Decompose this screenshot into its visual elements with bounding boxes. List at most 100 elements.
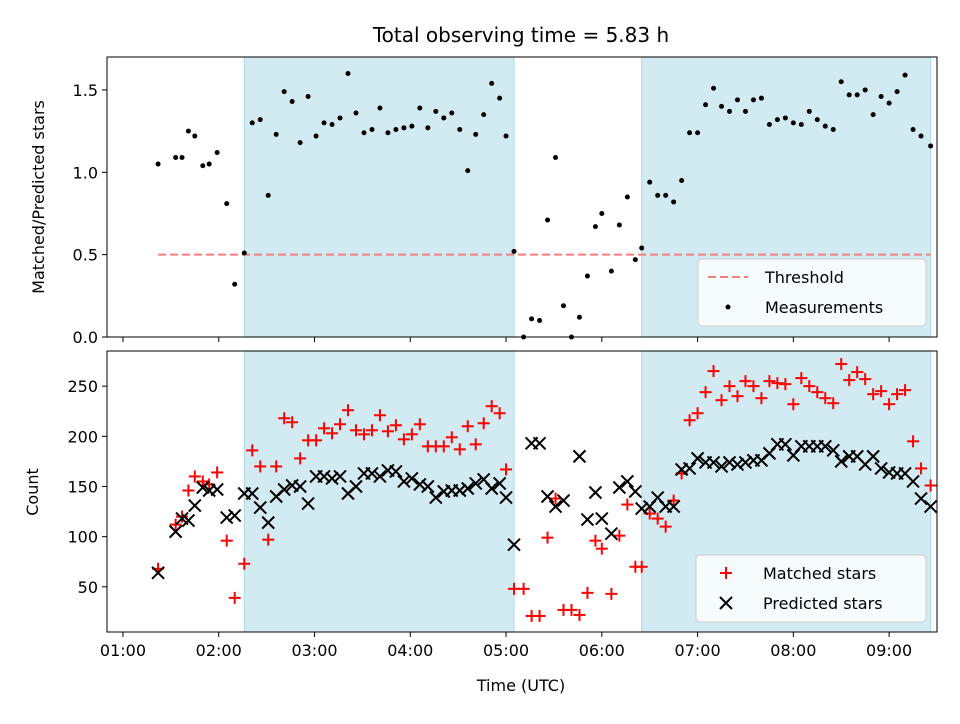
measurement-point xyxy=(862,87,868,93)
matched-star-point xyxy=(188,470,201,483)
measurement-point xyxy=(687,130,693,136)
chart-title: Total observing time = 5.83 h xyxy=(372,23,669,47)
matched-star-point xyxy=(500,463,513,476)
matched-star-point xyxy=(350,424,362,437)
bottom-shaded-regions xyxy=(243,350,932,633)
top-plot-marks xyxy=(155,70,934,340)
measurement-point xyxy=(902,72,908,78)
measurement-point xyxy=(695,130,701,136)
matched-star-point xyxy=(731,390,744,403)
legend-measurements-swatch xyxy=(725,304,731,310)
y-tick-label: 0.0 xyxy=(73,328,98,347)
predicted-star-point xyxy=(834,454,848,469)
top-y-axis: 0.0 0.5 1.0 1.5 xyxy=(73,81,107,347)
legend-matched-swatch xyxy=(720,567,732,579)
matched-star-point xyxy=(771,377,784,390)
predicted-star-point xyxy=(253,500,267,515)
measurement-point xyxy=(742,108,748,114)
measurement-point xyxy=(206,161,212,167)
matched-star-point xyxy=(342,404,355,417)
x-tick-label: 09:00 xyxy=(866,641,912,660)
matched-star-point xyxy=(541,531,554,544)
predicted-star-point xyxy=(866,449,880,464)
measurement-point xyxy=(489,80,495,86)
measurement-point xyxy=(671,199,677,205)
predicted-star-point xyxy=(666,499,681,514)
matched-star-point xyxy=(747,380,760,393)
matched-star-point xyxy=(827,397,840,410)
matched-star-point xyxy=(373,409,386,422)
matched-star-point xyxy=(565,603,578,616)
measurement-point xyxy=(232,281,238,287)
matched-star-point xyxy=(270,460,283,473)
measurement-point xyxy=(529,316,535,322)
predicted-star-point xyxy=(722,455,737,470)
top-legend-box xyxy=(697,258,927,327)
measurement-point xyxy=(910,126,916,132)
measurement-point xyxy=(878,94,884,100)
x-tick-label: 03:00 xyxy=(291,641,337,660)
legend-predicted-label: Predicted stars xyxy=(763,594,883,613)
measurement-point xyxy=(377,105,383,111)
matched-star-point xyxy=(605,587,618,600)
measurement-point xyxy=(846,92,852,98)
measurement-point xyxy=(758,95,764,101)
predicted-star-point xyxy=(635,501,649,516)
predicted-star-point xyxy=(540,489,555,504)
measurement-point xyxy=(553,154,559,160)
matched-star-point xyxy=(891,388,904,401)
matched-star-point xyxy=(326,427,339,440)
measurement-point xyxy=(224,201,230,207)
matched-star-point xyxy=(365,424,378,437)
matched-star-point xyxy=(851,366,864,379)
matched-star-point xyxy=(683,414,696,427)
legend-threshold-label: Threshold xyxy=(764,268,844,287)
bottom-y-axis: 50 100 150 200 250 xyxy=(67,377,107,597)
matched-star-point xyxy=(182,484,195,497)
measurement-point xyxy=(928,143,934,149)
measurement-point xyxy=(639,245,645,251)
predicted-star-point xyxy=(349,479,363,494)
predicted-star-point xyxy=(293,479,307,494)
measurement-point xyxy=(870,112,876,118)
y-tick-label: 200 xyxy=(67,427,98,446)
measurement-point xyxy=(289,98,295,104)
measurement-point xyxy=(822,123,828,129)
measurement-point xyxy=(616,222,622,228)
measurement-point xyxy=(433,108,439,114)
measurement-point xyxy=(385,130,391,136)
predicted-star-point xyxy=(333,469,347,484)
matched-star-point xyxy=(517,582,530,595)
bottom-axes-frame xyxy=(106,350,938,633)
matched-star-point xyxy=(437,440,450,453)
predicted-star-point xyxy=(220,510,234,525)
predicted-star-point xyxy=(405,471,419,486)
matched-star-point xyxy=(310,434,323,447)
matched-star-point xyxy=(787,398,800,411)
matched-star-point xyxy=(899,384,912,397)
measurement-point xyxy=(497,95,503,101)
top-y-axis-title: Matched/Predicted stars xyxy=(29,100,48,294)
matched-star-point xyxy=(389,419,402,432)
matched-star-point xyxy=(278,412,291,425)
predicted-star-point xyxy=(595,511,609,526)
predicted-star-point xyxy=(484,481,499,496)
matched-star-point xyxy=(723,380,736,393)
measurement-point xyxy=(249,120,255,126)
measurement-point xyxy=(457,126,463,132)
measurement-point xyxy=(584,273,590,279)
matched-star-point xyxy=(779,378,792,391)
predicted-star-point xyxy=(714,459,729,474)
measurement-point xyxy=(545,217,551,223)
matched-star-point xyxy=(413,418,426,431)
measurement-point xyxy=(703,102,709,108)
measurement-point xyxy=(734,97,740,103)
matched-star-point xyxy=(176,510,189,523)
matched-star-point xyxy=(238,557,251,570)
measurement-point xyxy=(481,112,487,118)
matched-star-point xyxy=(621,498,634,511)
measurement-point xyxy=(750,97,756,103)
matched-star-point xyxy=(691,407,704,420)
